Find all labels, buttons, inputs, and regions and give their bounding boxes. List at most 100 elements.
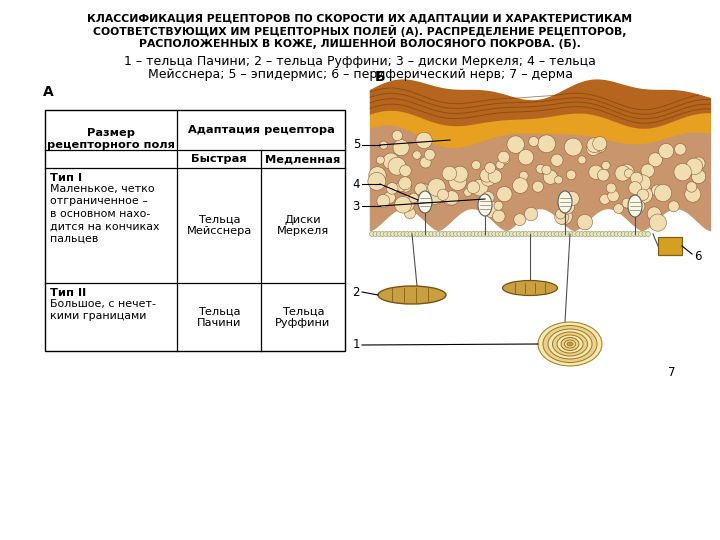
- Ellipse shape: [478, 194, 492, 216]
- Circle shape: [534, 232, 539, 237]
- Circle shape: [499, 232, 504, 237]
- Circle shape: [528, 137, 539, 146]
- Text: Размер
рецепторного поля: Размер рецепторного поля: [47, 128, 175, 150]
- Circle shape: [377, 156, 384, 164]
- Circle shape: [524, 207, 538, 221]
- Circle shape: [409, 193, 418, 202]
- Circle shape: [397, 232, 402, 237]
- Circle shape: [488, 232, 493, 237]
- Circle shape: [685, 186, 701, 202]
- Circle shape: [615, 166, 631, 181]
- Circle shape: [516, 232, 521, 237]
- Circle shape: [675, 144, 686, 155]
- Circle shape: [582, 232, 588, 237]
- Circle shape: [635, 175, 651, 191]
- Ellipse shape: [558, 191, 572, 213]
- Circle shape: [554, 232, 559, 237]
- Circle shape: [429, 232, 434, 237]
- Circle shape: [674, 164, 691, 181]
- Circle shape: [444, 191, 459, 205]
- Circle shape: [383, 192, 395, 204]
- Circle shape: [589, 165, 603, 179]
- Circle shape: [630, 172, 642, 185]
- Circle shape: [593, 145, 602, 153]
- Circle shape: [567, 170, 576, 180]
- Circle shape: [485, 163, 495, 173]
- Text: Быстрая: Быстрая: [191, 154, 247, 164]
- Circle shape: [379, 141, 388, 149]
- Circle shape: [418, 232, 423, 237]
- Ellipse shape: [628, 195, 642, 217]
- Circle shape: [639, 232, 644, 237]
- Circle shape: [494, 201, 503, 210]
- Circle shape: [642, 232, 647, 237]
- Circle shape: [416, 132, 432, 149]
- Circle shape: [503, 232, 508, 237]
- Circle shape: [559, 199, 575, 214]
- Text: Адаптация рецептора: Адаптация рецептора: [188, 125, 334, 135]
- Text: Б: Б: [375, 70, 386, 84]
- Circle shape: [602, 161, 610, 170]
- Ellipse shape: [378, 286, 446, 304]
- Circle shape: [471, 232, 476, 237]
- Ellipse shape: [548, 329, 592, 359]
- Bar: [45, 110, 345, 351]
- Circle shape: [603, 232, 608, 237]
- Circle shape: [575, 232, 580, 237]
- Circle shape: [593, 232, 598, 237]
- Circle shape: [530, 232, 535, 237]
- Circle shape: [392, 131, 402, 141]
- Circle shape: [387, 232, 392, 237]
- Circle shape: [641, 164, 654, 178]
- Circle shape: [413, 151, 421, 159]
- Circle shape: [415, 232, 420, 237]
- Text: Тельца
Мейсснера: Тельца Мейсснера: [186, 215, 251, 237]
- Circle shape: [400, 180, 412, 192]
- Circle shape: [513, 178, 528, 193]
- Circle shape: [587, 138, 602, 153]
- Circle shape: [373, 232, 378, 237]
- Circle shape: [649, 214, 667, 231]
- Text: 2: 2: [353, 286, 360, 299]
- Circle shape: [537, 232, 542, 237]
- Ellipse shape: [418, 191, 432, 213]
- Circle shape: [593, 137, 607, 151]
- Circle shape: [485, 232, 490, 237]
- Circle shape: [415, 183, 427, 195]
- Circle shape: [631, 232, 636, 237]
- Circle shape: [457, 232, 462, 237]
- Circle shape: [488, 170, 502, 183]
- Ellipse shape: [567, 342, 573, 346]
- Circle shape: [686, 182, 697, 192]
- Circle shape: [377, 194, 390, 207]
- Circle shape: [554, 211, 569, 224]
- Text: Тельца
Руффини: Тельца Руффини: [275, 306, 330, 328]
- Circle shape: [586, 232, 591, 237]
- Text: Диски
Меркеля: Диски Меркеля: [277, 215, 329, 237]
- Circle shape: [496, 161, 504, 169]
- Circle shape: [632, 200, 645, 212]
- Text: Тип I: Тип I: [50, 173, 82, 183]
- Circle shape: [659, 144, 674, 159]
- Circle shape: [426, 232, 431, 237]
- Text: Большое, с нечет-
кими границами: Большое, с нечет- кими границами: [50, 299, 156, 321]
- Circle shape: [384, 232, 389, 237]
- Circle shape: [614, 232, 619, 237]
- Circle shape: [668, 201, 679, 212]
- Circle shape: [464, 188, 472, 197]
- Circle shape: [597, 232, 602, 237]
- Circle shape: [577, 214, 593, 230]
- Circle shape: [436, 232, 441, 237]
- Circle shape: [472, 160, 481, 170]
- Ellipse shape: [557, 335, 583, 353]
- Circle shape: [608, 190, 619, 202]
- Text: 7: 7: [668, 366, 675, 379]
- Circle shape: [536, 164, 545, 173]
- Circle shape: [514, 214, 526, 226]
- Circle shape: [388, 157, 406, 175]
- Circle shape: [398, 195, 415, 212]
- Text: 1: 1: [353, 339, 360, 352]
- Circle shape: [628, 232, 633, 237]
- Circle shape: [552, 232, 556, 237]
- Circle shape: [474, 232, 480, 237]
